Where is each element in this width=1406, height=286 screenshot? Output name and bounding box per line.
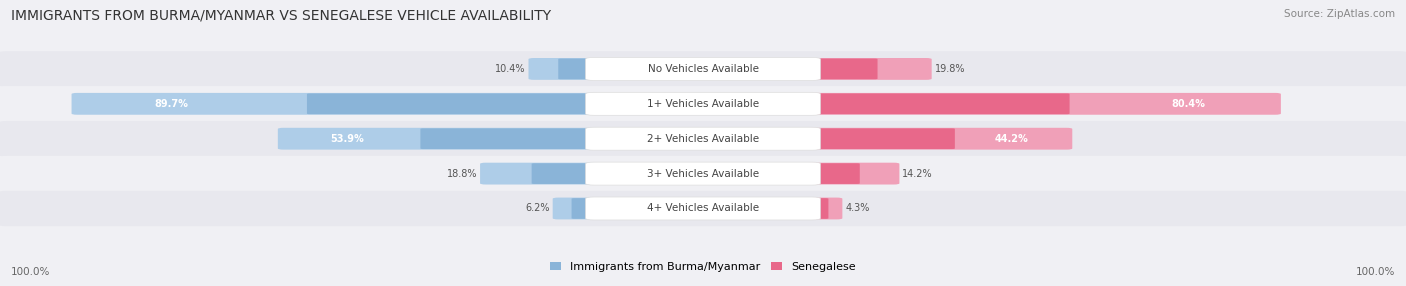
Text: 18.8%: 18.8% [447,169,477,178]
Text: 44.2%: 44.2% [994,134,1028,144]
Text: IMMIGRANTS FROM BURMA/MYANMAR VS SENEGALESE VEHICLE AVAILABILITY: IMMIGRANTS FROM BURMA/MYANMAR VS SENEGAL… [11,9,551,23]
Text: 2+ Vehicles Available: 2+ Vehicles Available [647,134,759,144]
Text: Source: ZipAtlas.com: Source: ZipAtlas.com [1284,9,1395,19]
Text: No Vehicles Available: No Vehicles Available [648,64,758,74]
Text: 3+ Vehicles Available: 3+ Vehicles Available [647,169,759,178]
Text: 80.4%: 80.4% [1171,99,1206,109]
Text: 10.4%: 10.4% [495,64,526,74]
Text: 14.2%: 14.2% [903,169,932,178]
Text: 4+ Vehicles Available: 4+ Vehicles Available [647,204,759,213]
Text: 100.0%: 100.0% [11,267,51,277]
Legend: Immigrants from Burma/Myanmar, Senegalese: Immigrants from Burma/Myanmar, Senegales… [550,262,856,272]
Text: 89.7%: 89.7% [155,99,188,109]
Text: 19.8%: 19.8% [935,64,965,74]
Text: 1+ Vehicles Available: 1+ Vehicles Available [647,99,759,109]
Text: 100.0%: 100.0% [1355,267,1395,277]
Text: 53.9%: 53.9% [330,134,364,144]
Text: 4.3%: 4.3% [845,204,869,213]
Text: 6.2%: 6.2% [526,204,550,213]
